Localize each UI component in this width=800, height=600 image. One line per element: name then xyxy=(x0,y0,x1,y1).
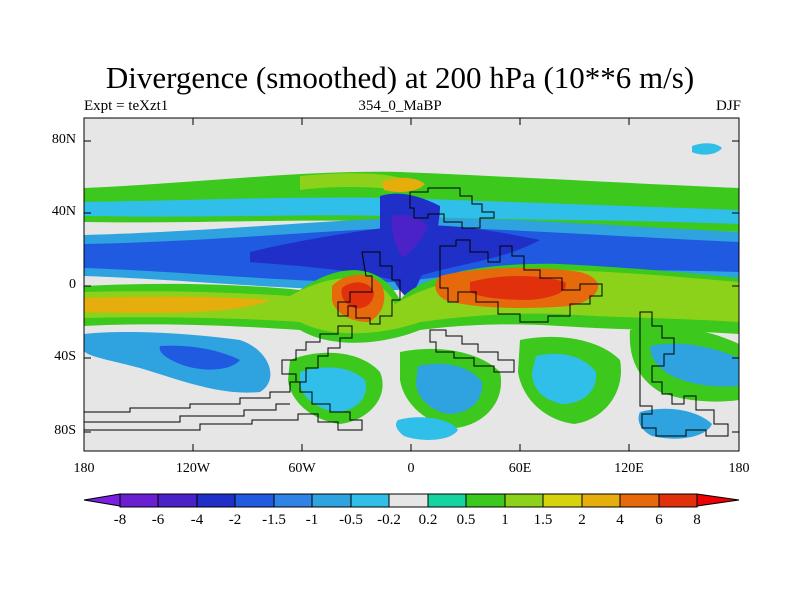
x-tick-label: 0 xyxy=(407,461,415,476)
colorbar-box-2 xyxy=(157,493,198,508)
x-tick-label: 60W xyxy=(288,461,316,476)
core-purple xyxy=(391,214,428,258)
north-patch xyxy=(692,143,722,155)
colorbar-label: 1.5 xyxy=(533,512,553,528)
x-tick-label: 180 xyxy=(728,461,750,476)
continent-north-block xyxy=(409,187,495,229)
polar-blue xyxy=(638,408,712,439)
colorbar-box-4 xyxy=(234,493,275,508)
y-tick-label: 40N xyxy=(51,204,76,219)
colorbar-box-9 xyxy=(427,493,467,508)
band-north-orange xyxy=(382,177,425,192)
coastline xyxy=(84,187,729,437)
season-label: DJF xyxy=(715,98,741,114)
colorbar-label: 4 xyxy=(616,512,624,528)
colorbar-label: -0.2 xyxy=(377,512,401,528)
colorbar-arrow-left xyxy=(83,493,121,507)
case-label: 354_0_MaBP xyxy=(358,98,442,114)
colorbar-label: -6 xyxy=(151,512,165,528)
colorbar-box-6 xyxy=(311,493,352,508)
y-tick-label: 80S xyxy=(54,423,76,438)
continent-south-american xyxy=(281,325,353,383)
antarctic-outline-2 xyxy=(84,403,290,423)
colorbar-label: -2 xyxy=(228,512,242,528)
x-ticks xyxy=(192,118,630,451)
colorbar-label: 0.5 xyxy=(456,512,476,528)
colorbar-label: -0.5 xyxy=(339,512,363,528)
x-tick-label: 180 xyxy=(73,461,95,476)
colorbar-box-13 xyxy=(581,493,621,508)
y-tick-label: 80N xyxy=(51,132,76,147)
continent-tropical-west xyxy=(337,251,401,325)
y-ticks xyxy=(84,140,739,433)
divergence-field xyxy=(84,118,739,451)
colorbar-box-3 xyxy=(196,493,236,508)
x-tick-label: 120W xyxy=(175,461,211,476)
colorbar-label: -1.5 xyxy=(262,512,286,528)
colorbar-label: -8 xyxy=(113,512,127,528)
blob-red-right xyxy=(470,276,566,300)
colorbar-box-1 xyxy=(119,493,159,508)
colorbar-box-8 xyxy=(388,493,429,508)
colorbar-label: 2 xyxy=(578,512,586,528)
map-title: Divergence (smoothed) at 200 hPa (10**6 … xyxy=(105,60,695,95)
x-tick-label: 120E xyxy=(614,461,644,476)
colorbar-box-12 xyxy=(542,493,583,508)
continent-tropical-east xyxy=(439,239,603,323)
band-north-yellow xyxy=(300,173,400,190)
colorbar-box-10 xyxy=(465,493,506,508)
wave-cyan-1 xyxy=(300,367,366,412)
x-tick-label: 60E xyxy=(508,461,532,476)
y-tick-label: 0 xyxy=(69,277,76,292)
continent-south-east xyxy=(639,311,729,437)
wave-cyan-3 xyxy=(532,353,597,404)
polar-cyan xyxy=(396,417,458,440)
colorbar-box-11 xyxy=(504,493,544,508)
colorbar xyxy=(83,493,740,508)
y-tick-label: 40S xyxy=(54,349,76,364)
colorbar-arrow-right xyxy=(696,493,740,507)
colorbar-label: 8 xyxy=(693,512,701,528)
colorbar-label: 6 xyxy=(655,512,663,528)
wave-blue-2 xyxy=(416,363,483,414)
colorbar-label: 1 xyxy=(501,512,509,528)
antarctic-outline xyxy=(84,381,363,431)
experiment-label: Expt = teXzt1 xyxy=(84,98,169,114)
colorbar-box-5 xyxy=(273,493,313,508)
band-south-gold xyxy=(84,296,270,313)
band-south-blue-mid xyxy=(159,345,240,370)
colorbar-label: -1 xyxy=(305,512,319,528)
colorbar-box-14 xyxy=(619,493,660,508)
colorbar-label: -4 xyxy=(190,512,204,528)
colorbar-box-15 xyxy=(658,493,698,508)
colorbar-label: 0.2 xyxy=(418,512,438,528)
continent-south-central xyxy=(429,329,515,373)
colorbar-box-7 xyxy=(350,493,390,508)
